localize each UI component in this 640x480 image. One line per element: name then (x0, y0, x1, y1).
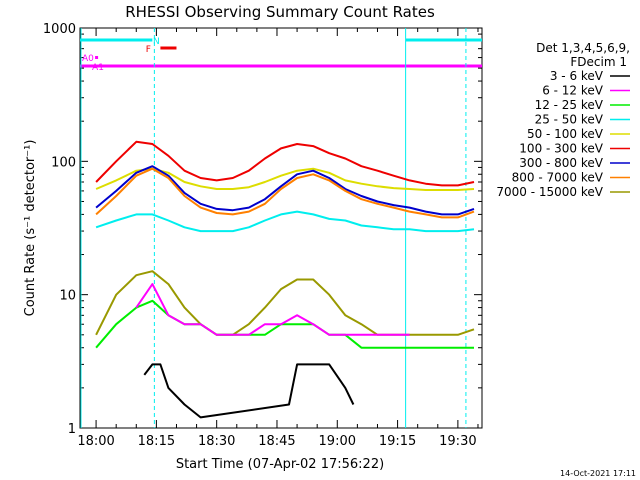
series-50-100-kev (95, 167, 475, 191)
series-25-50-kev (95, 210, 475, 233)
y-tick-label: 10 (59, 289, 76, 304)
legend-label: 800 - 7000 keV (512, 171, 604, 185)
x-tick-label: 18:30 (198, 434, 235, 449)
x-tick-label: 18:15 (138, 434, 175, 449)
x-tick-label: 19:00 (319, 434, 356, 449)
legend-label: 25 - 50 keV (535, 113, 604, 127)
chart-title: RHESSI Observing Summary Count Rates (125, 3, 435, 21)
flag-label: A0 (82, 54, 94, 64)
series-7000-15000-kev (95, 270, 475, 336)
y-tick-label: 1000 (43, 22, 76, 37)
legend-label: 7000 - 15000 keV (496, 185, 603, 199)
series-group (95, 140, 475, 419)
attenuator-a0-mark (95, 56, 99, 59)
series-300-800-kev (95, 165, 475, 216)
series-100-300-kev (95, 140, 475, 187)
legend-header: Det 1,3,4,5,6,9, (536, 41, 630, 55)
y-axis-ticks: 1 10 100 1000 (43, 22, 482, 437)
flag-label: N (153, 37, 160, 47)
series-800-7000-kev (95, 167, 475, 219)
legend-label: 100 - 300 keV (519, 142, 603, 156)
legend-label: 6 - 12 keV (542, 84, 604, 98)
series-6-12-kev (135, 283, 410, 336)
x-axis-label: Start Time (07-Apr-02 17:56:22) (176, 457, 384, 472)
flag-label: F (146, 45, 151, 55)
legend-label: 12 - 25 keV (535, 98, 604, 112)
legend-label: 3 - 6 keV (550, 69, 604, 83)
series-3-6-kev (143, 363, 355, 419)
flag-label: A1 (92, 63, 104, 73)
y-tick-label: 100 (51, 155, 76, 170)
legend-header: FDecim 1 (570, 55, 627, 69)
x-tick-label: 19:15 (379, 434, 416, 449)
x-tick-label: 18:00 (77, 434, 114, 449)
y-tick-label: 1 (68, 422, 76, 437)
legend-label: 300 - 800 keV (519, 156, 603, 170)
footer-timestamp: 14-Oct-2021 17:11 (560, 469, 636, 478)
x-tick-label: 18:45 (258, 434, 295, 449)
x-axis-ticks: 18:00 18:15 18:30 18:45 19:00 19:15 19:30 (77, 28, 479, 449)
x-tick-label: 19:30 (439, 434, 476, 449)
series-12-25-kev (95, 299, 474, 349)
legend-label: 50 - 100 keV (527, 127, 604, 141)
y-axis-label: Count Rate (s⁻¹ detector⁻¹) (23, 140, 38, 317)
plot-frame (79, 27, 483, 429)
